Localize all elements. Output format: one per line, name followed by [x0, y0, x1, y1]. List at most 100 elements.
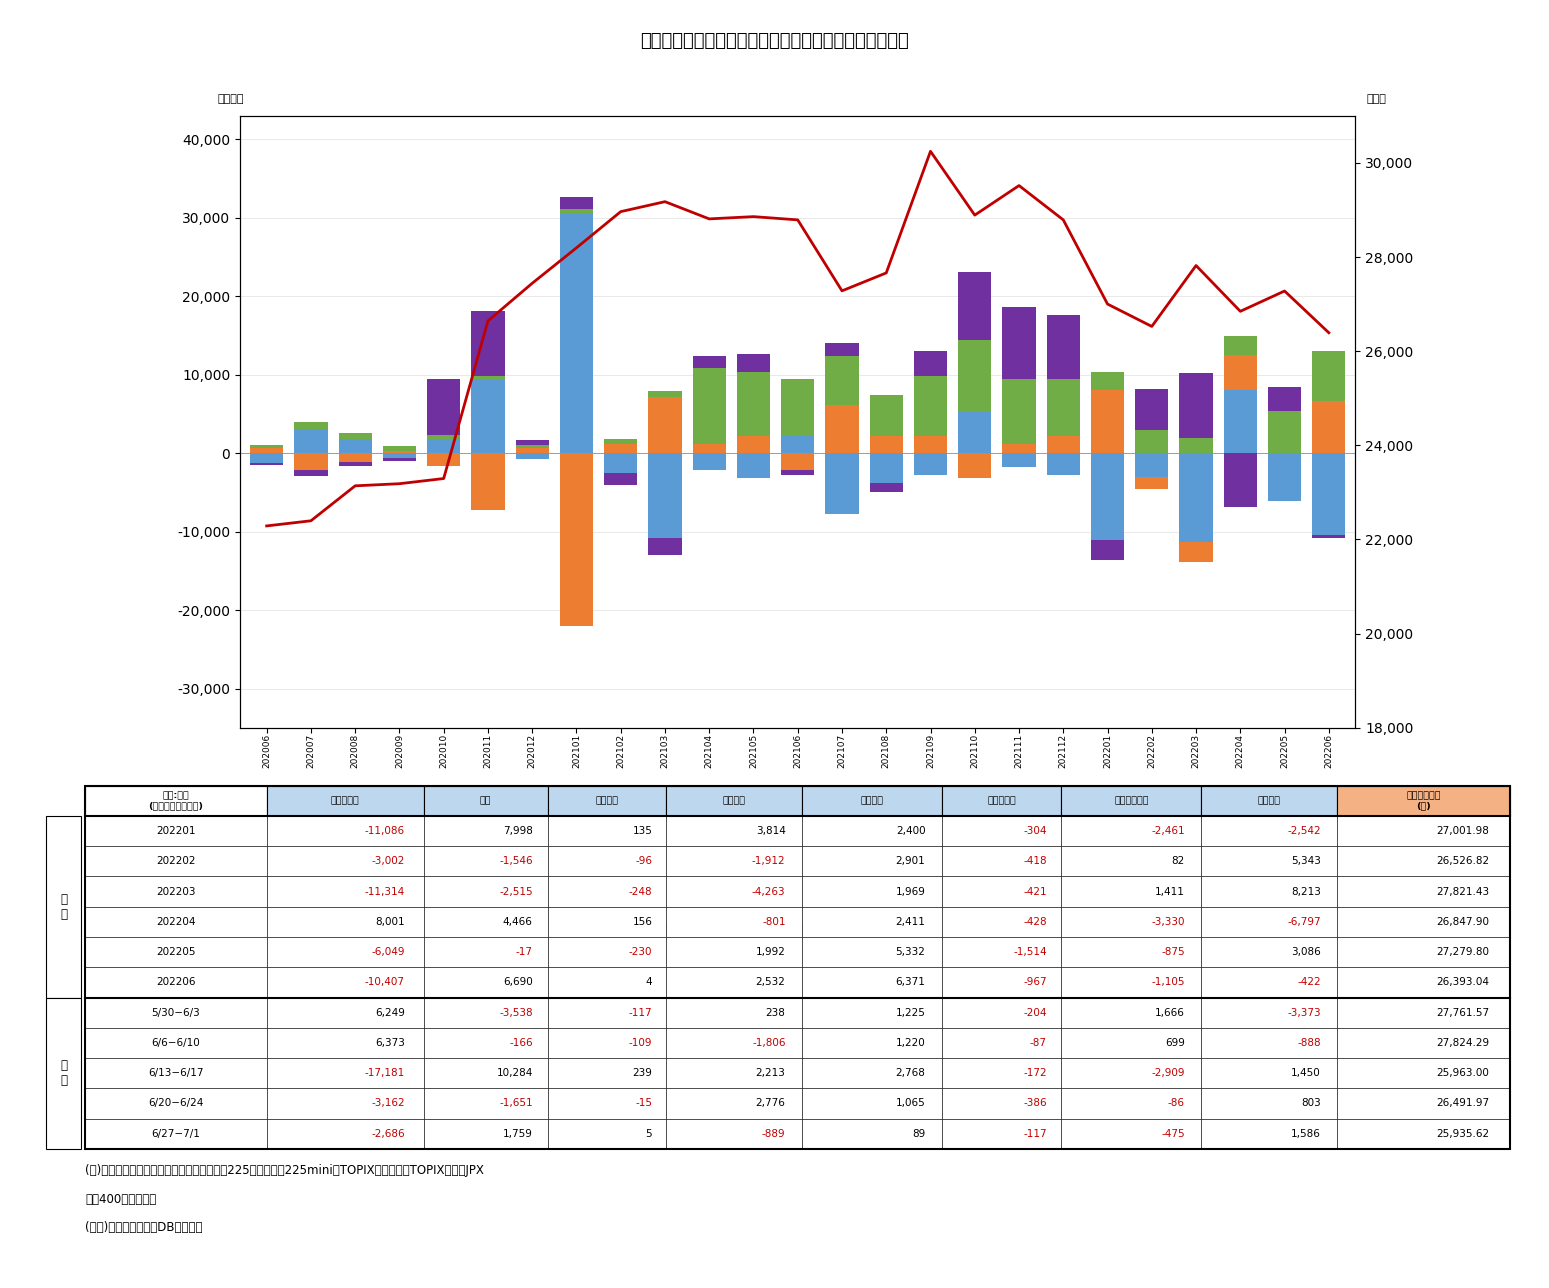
Bar: [737, 435, 770, 453]
Text: 週
次: 週 次: [60, 1059, 67, 1087]
Text: （円）: （円）: [1366, 94, 1386, 104]
Bar: [1179, 453, 1213, 542]
Text: -422: -422: [1297, 978, 1321, 988]
Bar: [737, 372, 770, 435]
Text: 27,761.57: 27,761.57: [1436, 1007, 1490, 1018]
Text: 1,450: 1,450: [1290, 1068, 1321, 1078]
Text: 8,001: 8,001: [375, 917, 404, 927]
Text: -2,542: -2,542: [1287, 826, 1321, 836]
Text: 6,249: 6,249: [375, 1007, 404, 1018]
Text: 6/20−6/24: 6/20−6/24: [149, 1099, 204, 1109]
Text: 5/30−6/3: 5/30−6/3: [152, 1007, 200, 1018]
Text: 27,821.43: 27,821.43: [1436, 886, 1490, 896]
Bar: [826, 344, 858, 355]
Text: 156: 156: [632, 917, 652, 927]
Bar: [294, 453, 327, 470]
Text: -11,314: -11,314: [364, 886, 404, 896]
Bar: [383, 446, 417, 451]
Bar: [869, 483, 903, 492]
Text: -2,909: -2,909: [1151, 1068, 1185, 1078]
Text: -96: -96: [635, 857, 652, 867]
Bar: [428, 435, 460, 439]
Bar: [1179, 374, 1213, 438]
Bar: [692, 368, 726, 444]
Bar: [781, 380, 815, 435]
Bar: [339, 453, 372, 462]
Text: -3,002: -3,002: [372, 857, 404, 867]
Text: 生保・損保: 生保・損保: [987, 796, 1016, 805]
Text: -1,514: -1,514: [1013, 947, 1047, 957]
Bar: [1312, 401, 1346, 453]
Text: 3,814: 3,814: [756, 826, 785, 836]
Text: 238: 238: [765, 1007, 785, 1018]
Bar: [1224, 453, 1256, 506]
Text: -1,105: -1,105: [1151, 978, 1185, 988]
Text: 1,411: 1,411: [1154, 886, 1185, 896]
Text: -304: -304: [1024, 826, 1047, 836]
Text: 信託銀行: 信託銀行: [1258, 796, 1281, 805]
Bar: [1090, 372, 1125, 390]
Text: 202202: 202202: [156, 857, 195, 867]
Bar: [649, 392, 682, 397]
Text: -166: -166: [510, 1038, 533, 1048]
Text: 4,466: 4,466: [503, 917, 533, 927]
Bar: [1135, 389, 1168, 430]
Bar: [383, 453, 417, 459]
Bar: [1090, 540, 1125, 560]
Bar: [559, 214, 593, 453]
Text: -2,461: -2,461: [1151, 826, 1185, 836]
Text: -418: -418: [1024, 857, 1047, 867]
Bar: [559, 197, 593, 209]
Bar: [1179, 438, 1213, 453]
Text: 803: 803: [1301, 1099, 1321, 1109]
Text: 月
次: 月 次: [60, 893, 67, 921]
Text: 202205: 202205: [156, 947, 195, 957]
Text: -204: -204: [1024, 1007, 1047, 1018]
Bar: [1047, 380, 1080, 435]
Bar: [428, 379, 460, 435]
Bar: [869, 435, 903, 453]
Text: 202201: 202201: [156, 826, 195, 836]
Text: 27,824.29: 27,824.29: [1436, 1038, 1490, 1048]
Text: 202203: 202203: [156, 886, 195, 896]
Text: 1,969: 1,969: [895, 886, 925, 896]
Text: (注)現物は東証・名証の二市場、先物は日絏225先物、日絏225mini、TOPIX先物、ミニTOPIX先物、JPX: (注)現物は東証・名証の二市場、先物は日絏225先物、日絏225mini、TOP…: [85, 1164, 485, 1177]
Text: 2,532: 2,532: [756, 978, 785, 988]
Bar: [1090, 390, 1125, 453]
Bar: [959, 340, 991, 412]
Bar: [1135, 453, 1168, 477]
Bar: [294, 422, 327, 429]
Bar: [471, 453, 505, 510]
Bar: [959, 453, 991, 478]
Bar: [914, 435, 946, 453]
Bar: [737, 453, 770, 478]
Bar: [383, 451, 417, 453]
Bar: [339, 433, 372, 439]
Text: 3,086: 3,086: [1290, 947, 1321, 957]
Text: 1,225: 1,225: [895, 1007, 925, 1018]
Text: -17,181: -17,181: [364, 1068, 404, 1078]
Bar: [1224, 336, 1256, 355]
Bar: [428, 439, 460, 453]
Text: 日絏平均株価
(円): 日絏平均株価 (円): [1406, 791, 1441, 810]
Bar: [1002, 444, 1036, 453]
Bar: [516, 444, 548, 448]
Text: 202206: 202206: [156, 978, 195, 988]
Text: 10,284: 10,284: [496, 1068, 533, 1078]
Text: 8,213: 8,213: [1290, 886, 1321, 896]
Text: -3,373: -3,373: [1287, 1007, 1321, 1018]
Text: （億円）: （億円）: [218, 94, 245, 104]
Legend: 海外投賄家, 個人, 事業法人, 信託銀行, 日絏平均株価: 海外投賄家, 個人, 事業法人, 信託銀行, 日絏平均株価: [601, 917, 994, 940]
Text: -17: -17: [516, 947, 533, 957]
Text: -3,538: -3,538: [499, 1007, 533, 1018]
Text: 6/6−6/10: 6/6−6/10: [152, 1038, 200, 1048]
Bar: [869, 395, 903, 435]
Text: 6,371: 6,371: [895, 978, 925, 988]
Text: 6/13−6/17: 6/13−6/17: [149, 1068, 204, 1078]
Bar: [471, 379, 505, 453]
Text: 25,935.62: 25,935.62: [1436, 1128, 1490, 1139]
Text: 5,332: 5,332: [895, 947, 925, 957]
Text: 投賄信託: 投賄信託: [723, 796, 745, 805]
Text: 26,393.04: 26,393.04: [1436, 978, 1490, 988]
Text: -2,686: -2,686: [372, 1128, 404, 1139]
